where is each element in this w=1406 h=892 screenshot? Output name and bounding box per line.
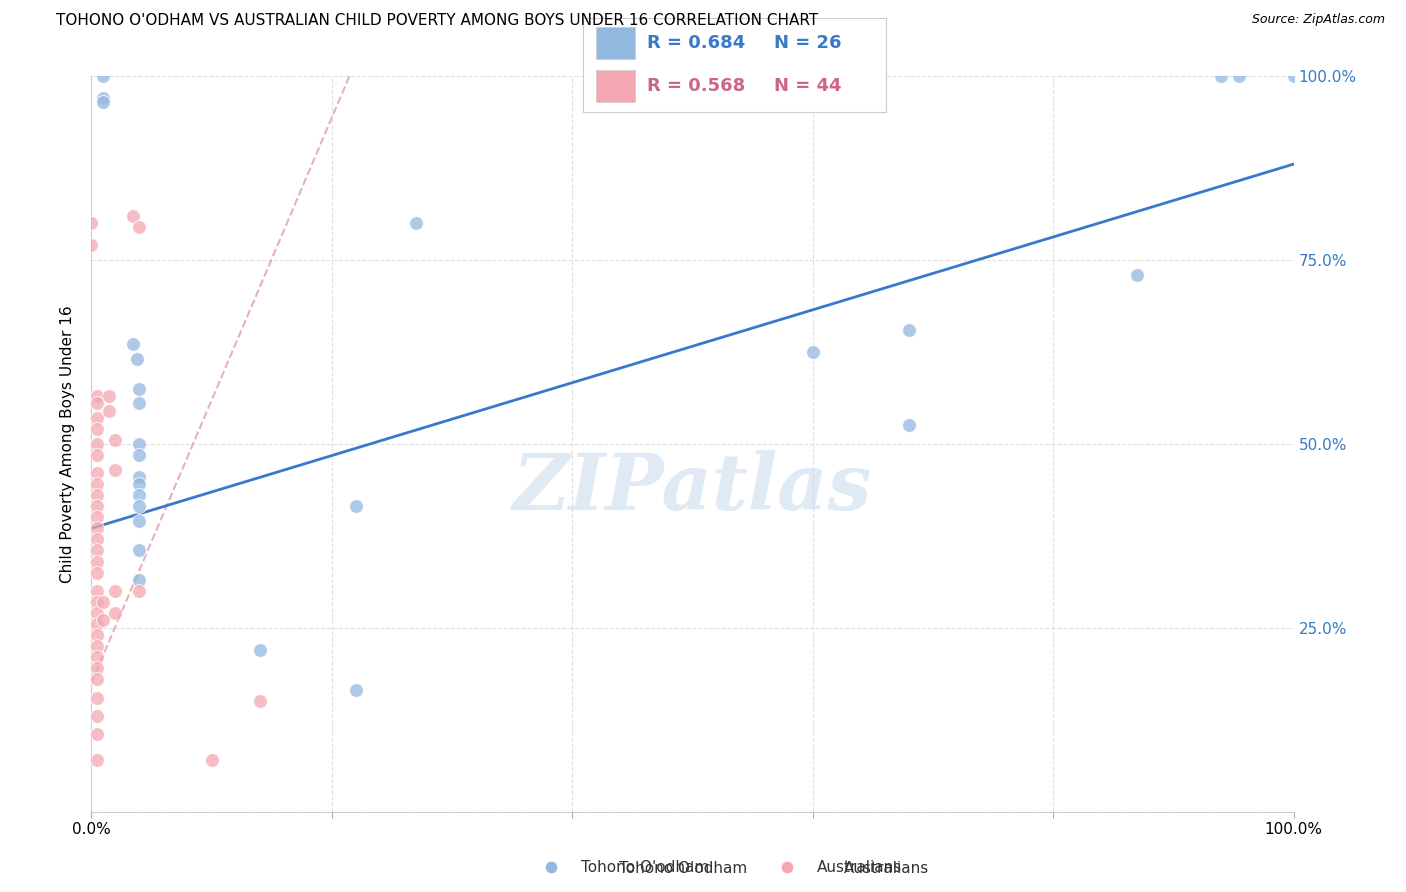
Point [776, 860, 799, 874]
Text: ZIPatlas: ZIPatlas [513, 450, 872, 526]
Bar [596, 28, 636, 59]
Point [86, 448, 108, 462]
Point [1126, 268, 1149, 282]
Point [86, 411, 108, 425]
Text: Australians: Australians [817, 860, 903, 875]
Point [128, 488, 150, 502]
Point [104, 433, 127, 447]
Point [128, 436, 150, 450]
Point [128, 514, 150, 528]
Point [86, 543, 108, 558]
Point [86, 436, 108, 450]
Point [86, 396, 108, 410]
Point [405, 216, 427, 230]
Point [80, 238, 103, 252]
Point [128, 500, 150, 514]
Point [86, 650, 108, 665]
Point [86, 727, 108, 741]
Bar [596, 70, 636, 103]
Text: Tohono O'odham: Tohono O'odham [619, 862, 747, 876]
Point [86, 584, 108, 599]
Point [93, 91, 115, 105]
Point [86, 466, 108, 480]
Point [122, 337, 145, 351]
Point [86, 753, 108, 767]
Text: R = 0.684: R = 0.684 [647, 34, 745, 52]
Point [80, 216, 103, 230]
Point [86, 566, 108, 580]
Point [86, 477, 108, 491]
Point [128, 543, 150, 558]
Point [93, 595, 115, 609]
Point [801, 344, 824, 359]
Point [1282, 69, 1305, 83]
Point [86, 709, 108, 723]
Text: N = 44: N = 44 [773, 78, 841, 95]
Point [86, 673, 108, 687]
Point [104, 462, 127, 476]
Point [344, 683, 367, 698]
Point [128, 573, 150, 587]
Text: TOHONO O'ODHAM VS AUSTRALIAN CHILD POVERTY AMONG BOYS UNDER 16 CORRELATION CHART: TOHONO O'ODHAM VS AUSTRALIAN CHILD POVER… [56, 13, 818, 29]
Text: Australians: Australians [844, 862, 929, 876]
Point [128, 382, 150, 396]
Point [128, 470, 150, 484]
Point [86, 628, 108, 642]
Y-axis label: Child Poverty Among Boys Under 16: Child Poverty Among Boys Under 16 [60, 305, 76, 582]
Point [897, 323, 920, 337]
Point [897, 418, 920, 433]
Point [86, 488, 108, 502]
Text: Source: ZipAtlas.com: Source: ZipAtlas.com [1251, 13, 1385, 27]
Point [128, 477, 150, 491]
Point [125, 352, 148, 367]
Point [93, 614, 115, 628]
Point [128, 448, 150, 462]
Point [1229, 69, 1251, 83]
Point [86, 639, 108, 653]
Point [93, 69, 115, 83]
Point [86, 595, 108, 609]
Point [128, 396, 150, 410]
Text: Tohono O'odham: Tohono O'odham [581, 860, 709, 875]
Point [93, 95, 115, 109]
Point [86, 389, 108, 403]
Point [86, 533, 108, 547]
Point [249, 642, 271, 657]
Point [128, 219, 150, 234]
Point [86, 690, 108, 705]
Point [201, 753, 224, 767]
Point [128, 584, 150, 599]
Point [86, 422, 108, 436]
Text: N = 26: N = 26 [773, 34, 841, 52]
Point [249, 694, 271, 708]
Point [86, 521, 108, 535]
Point [98, 403, 121, 417]
Point [86, 510, 108, 524]
Point [86, 606, 108, 620]
Point [104, 584, 127, 599]
Point [540, 860, 562, 874]
Point [86, 500, 108, 514]
Point [86, 661, 108, 675]
Point [98, 389, 121, 403]
Point [86, 554, 108, 569]
Point [122, 209, 145, 223]
Text: R = 0.568: R = 0.568 [647, 78, 745, 95]
Point [104, 606, 127, 620]
Point [344, 500, 367, 514]
Point [86, 617, 108, 632]
Point [1211, 69, 1233, 83]
